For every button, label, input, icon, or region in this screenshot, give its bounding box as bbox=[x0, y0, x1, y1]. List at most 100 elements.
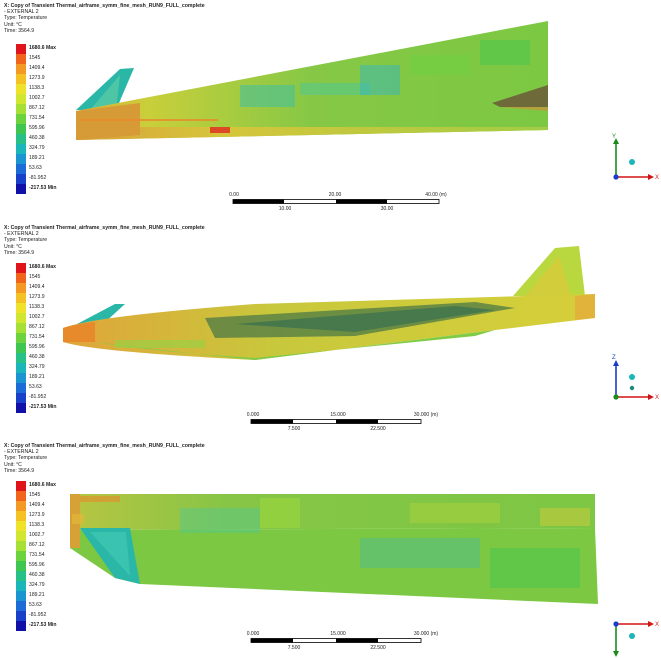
scale-label-0: 0.00 bbox=[229, 192, 239, 198]
legend-entry: 1680.6 Max bbox=[16, 263, 56, 273]
legend-swatch bbox=[16, 114, 26, 124]
legend-entry: -217.53 Min bbox=[16, 621, 56, 631]
legend-swatch bbox=[16, 511, 26, 521]
legend-label: 731.54 bbox=[29, 552, 45, 558]
result-unit: Unit: °C bbox=[4, 461, 22, 468]
legend-swatch bbox=[16, 551, 26, 561]
result-header: X: Copy of Transient Thermal_airframe_sy… bbox=[4, 225, 205, 256]
legend-entry: 189.21 bbox=[16, 591, 50, 601]
legend-swatch bbox=[16, 283, 26, 293]
legend-swatch bbox=[16, 84, 26, 94]
legend-swatch bbox=[16, 164, 26, 174]
legend-label: 867.12 bbox=[29, 105, 45, 111]
legend-swatch bbox=[16, 353, 26, 363]
legend-entry: 324.79 bbox=[16, 581, 50, 591]
legend-label: 460.38 bbox=[29, 135, 45, 141]
legend-label: 1545 bbox=[29, 492, 41, 498]
legend-swatch bbox=[16, 531, 26, 541]
result-title: X: Copy of Transient Thermal_airframe_sy… bbox=[4, 3, 205, 9]
legend-swatch bbox=[16, 44, 26, 54]
legend-swatch bbox=[16, 521, 26, 531]
legend-label: 460.38 bbox=[29, 572, 45, 578]
legend-swatch bbox=[16, 74, 26, 84]
legend-label: 53.63 bbox=[29, 602, 42, 608]
legend-entry: 1545 bbox=[16, 273, 50, 283]
legend-entry: 595.96 bbox=[16, 561, 50, 571]
result-subtitle: - EXTERNAL 2 bbox=[4, 9, 39, 16]
legend-entry: 189.21 bbox=[16, 154, 50, 164]
legend-swatch bbox=[16, 124, 26, 134]
legend-swatch bbox=[16, 571, 26, 581]
legend-entry: 1138.3 bbox=[16, 303, 50, 313]
legend-label: 189.21 bbox=[29, 374, 45, 380]
airframe-render-side bbox=[76, 21, 548, 140]
airframe-render-plan bbox=[70, 494, 598, 604]
legend-entry: 189.21 bbox=[16, 373, 50, 383]
legend-entry: 53.63 bbox=[16, 383, 50, 393]
scale-label-mid: 15.000 bbox=[330, 631, 346, 637]
legend-entry: 1002.7 bbox=[16, 94, 50, 104]
legend-swatch bbox=[16, 174, 26, 184]
result-time: Time: 3564.9 bbox=[4, 467, 35, 474]
axis-x-label: X bbox=[655, 175, 659, 181]
legend-swatch bbox=[16, 323, 26, 333]
legend-entry: -81.952 bbox=[16, 611, 50, 621]
legend-entry: 595.96 bbox=[16, 124, 50, 134]
axis-triad: Y X bbox=[612, 134, 659, 181]
legend-entry: -217.53 Min bbox=[16, 184, 56, 194]
legend-entry: 1545 bbox=[16, 491, 50, 501]
legend-swatch bbox=[16, 383, 26, 393]
legend-entry: 1545 bbox=[16, 54, 50, 64]
legend-entry: 731.54 bbox=[16, 333, 50, 343]
axis-z-label: Z bbox=[612, 355, 616, 361]
legend-label: 1273.9 bbox=[29, 512, 45, 518]
legend-swatch bbox=[16, 373, 26, 383]
legend-swatch bbox=[16, 501, 26, 511]
scale-label-q1: 7.500 bbox=[287, 426, 301, 432]
legend-entry: 731.54 bbox=[16, 114, 50, 124]
result-subtitle: - EXTERNAL 2 bbox=[4, 231, 39, 238]
legend-entry: 1680.6 Max bbox=[16, 44, 56, 54]
scale-label-q3: 22.500 bbox=[370, 426, 386, 432]
legend-swatch bbox=[16, 263, 26, 273]
legend-swatch bbox=[16, 621, 26, 631]
scale-label-end: 30.000 (m) bbox=[413, 631, 439, 637]
legend-entry: 867.12 bbox=[16, 104, 50, 114]
result-type: Type: Temperature bbox=[4, 15, 48, 22]
temperature-legend: 1680.6 Max 1545 1409.4 1273.9 1138.3 1002.7 86… bbox=[16, 44, 56, 196]
legend-label: 867.12 bbox=[29, 542, 45, 548]
scale-label-0: 0.000 bbox=[246, 412, 260, 418]
result-title: X: Copy of Transient Thermal_airframe_sy… bbox=[4, 443, 205, 449]
result-unit: Unit: °C bbox=[4, 21, 22, 28]
result-header: X: Copy of Transient Thermal_airframe_sy… bbox=[4, 3, 205, 34]
legend-label: 1002.7 bbox=[29, 95, 45, 101]
legend-label: -217.53 Min bbox=[29, 404, 57, 410]
scale-label-q3: 30.00 bbox=[380, 206, 394, 212]
legend-label: -217.53 Min bbox=[29, 185, 57, 191]
axis-triad: X bbox=[613, 621, 659, 657]
legend-swatch bbox=[16, 303, 26, 313]
legend-label: 1680.6 Max bbox=[29, 482, 56, 488]
legend-label: 1002.7 bbox=[29, 314, 45, 320]
axis-triad: Z X bbox=[612, 355, 659, 401]
panel-side-view: X: Copy of Transient Thermal_airframe_sy… bbox=[0, 222, 661, 432]
legend-entry: 1409.4 bbox=[16, 283, 50, 293]
legend-label: 1680.6 Max bbox=[29, 264, 56, 270]
legend-label: 53.63 bbox=[29, 384, 42, 390]
result-subtitle: - EXTERNAL 2 bbox=[4, 449, 39, 456]
legend-label: 867.12 bbox=[29, 324, 45, 330]
airframe-render-profile bbox=[63, 246, 595, 360]
result-title: X: Copy of Transient Thermal_airframe_sy… bbox=[4, 225, 205, 231]
legend-label: 189.21 bbox=[29, 155, 45, 161]
scale-bar: 0.000 15.000 30.000 (m) 7.500 22.500 bbox=[246, 412, 440, 434]
legend-entry: 1409.4 bbox=[16, 64, 50, 74]
legend-swatch bbox=[16, 293, 26, 303]
legend-entry: 1273.9 bbox=[16, 511, 50, 521]
legend-swatch bbox=[16, 64, 26, 74]
scale-label-mid: 15.000 bbox=[330, 412, 346, 418]
legend-swatch bbox=[16, 313, 26, 323]
legend-entry: 1409.4 bbox=[16, 501, 50, 511]
legend-entry: 1273.9 bbox=[16, 293, 50, 303]
legend-swatch bbox=[16, 144, 26, 154]
legend-label: -217.53 Min bbox=[29, 622, 57, 628]
